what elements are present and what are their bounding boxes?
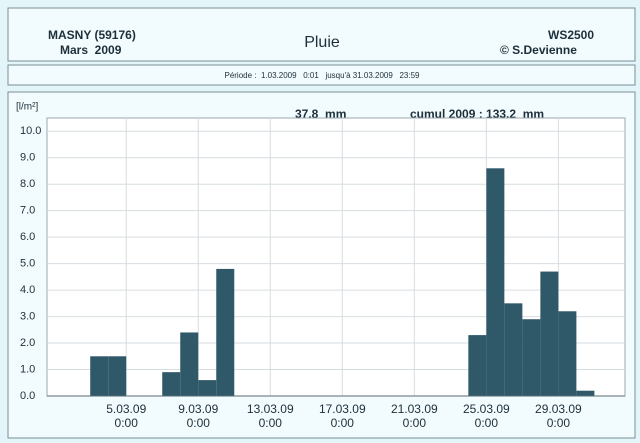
- location: MASNY (59176): [48, 28, 136, 42]
- x-tick-label: 9.03.09 0:00: [178, 402, 218, 430]
- month: Mars 2009: [60, 43, 122, 57]
- bar: [540, 271, 559, 396]
- bar: [162, 372, 181, 396]
- header-box: [7, 7, 636, 62]
- bar: [522, 319, 541, 396]
- station: WS2500: [548, 28, 594, 42]
- x-tick-label: 29.03.09 0:00: [535, 402, 582, 430]
- y-tick-label: 5.0: [20, 258, 35, 270]
- author: © S.Devienne: [500, 43, 577, 57]
- y-tick-label: 7.0: [20, 205, 35, 217]
- y-tick-label: 10.0: [20, 125, 41, 137]
- y-tick-label: 9.0: [20, 152, 35, 164]
- y-axis-label: [l/m²]: [16, 102, 38, 113]
- x-tick-label: 17.03.09 0:00: [319, 402, 366, 430]
- y-tick-label: 4.0: [20, 284, 35, 296]
- y-tick-label: 0.0: [20, 390, 35, 402]
- bar: [216, 268, 235, 396]
- bar: [108, 356, 127, 396]
- bar: [90, 356, 109, 396]
- bar: [486, 168, 505, 396]
- y-tick-label: 6.0: [20, 231, 35, 243]
- bar: [198, 380, 217, 396]
- y-tick-label: 2.0: [20, 337, 35, 349]
- x-tick-label: 21.03.09 0:00: [391, 402, 438, 430]
- bar: [180, 332, 199, 396]
- bar: [576, 390, 595, 396]
- bar: [558, 311, 577, 396]
- x-tick-label: 25.03.09 0:00: [463, 402, 510, 430]
- bar: [504, 303, 523, 396]
- x-tick-label: 5.03.09 0:00: [106, 402, 146, 430]
- y-tick-label: 8.0: [20, 178, 35, 190]
- period: Période : 1.03.2009 0:01 jusqu'à 31.03.2…: [224, 71, 420, 80]
- y-tick-label: 1.0: [20, 363, 35, 375]
- y-tick-label: 3.0: [20, 310, 35, 322]
- title: Pluie: [304, 34, 340, 51]
- x-tick-label: 13.03.09 0:00: [247, 402, 294, 430]
- period-box: [7, 64, 636, 86]
- bar: [468, 335, 487, 396]
